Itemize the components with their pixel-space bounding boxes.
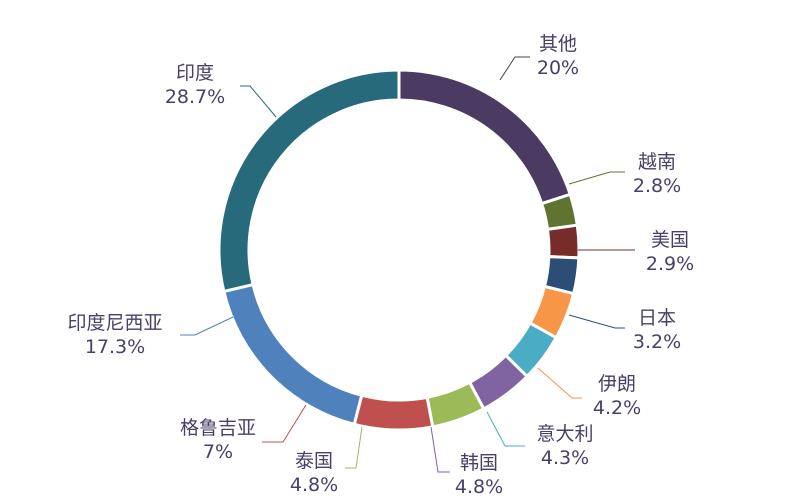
slice-2 [545, 223, 581, 260]
slice-percent-0: 20% [537, 57, 579, 79]
slice-label-7: 泰国 [295, 450, 333, 472]
slice-percent-8: 7% [203, 441, 233, 463]
donut-slices [217, 68, 581, 432]
slice-percent-7: 4.8% [290, 474, 338, 496]
slice-labels: 其他20%越南2.8%美国2.9%日本3.2%伊朗4.2%意大利4.3%韩国4.… [67, 33, 694, 498]
slice-10 [217, 68, 401, 294]
leader-line-9 [180, 316, 234, 336]
leader-line-4 [537, 367, 582, 399]
leader-line-8 [262, 404, 307, 443]
leader-line-1 [568, 171, 625, 185]
slice-percent-9: 17.3% [85, 336, 145, 358]
slice-label-8: 格鲁吉亚 [180, 417, 256, 439]
leader-line-7 [345, 426, 363, 469]
slice-label-10: 印度 [176, 62, 214, 84]
slice-percent-3: 3.2% [633, 331, 681, 353]
slice-9 [222, 282, 364, 427]
leader-line-0 [499, 56, 530, 81]
slice-label-2: 美国 [651, 229, 689, 251]
slice-percent-10: 28.7% [165, 86, 225, 108]
slice-label-0: 其他 [539, 33, 577, 55]
slice-percent-2: 2.9% [646, 253, 694, 275]
slice-8 [352, 393, 435, 432]
slice-label-4: 伊朗 [598, 373, 636, 395]
slice-label-5: 意大利 [536, 423, 593, 445]
leader-line-10 [240, 85, 277, 118]
leader-line-3 [568, 314, 625, 329]
leader-lines [180, 56, 635, 473]
slice-label-3: 日本 [638, 307, 676, 329]
leader-line-5 [486, 411, 525, 447]
slice-label-9: 印度尼西亚 [67, 312, 162, 334]
slice-percent-6: 4.8% [455, 476, 503, 498]
slice-percent-4: 4.2% [593, 397, 641, 419]
slice-label-1: 越南 [638, 151, 676, 173]
slice-0 [397, 68, 573, 206]
slice-label-6: 韩国 [460, 452, 498, 474]
slice-percent-5: 4.3% [541, 447, 589, 469]
leader-line-6 [430, 426, 450, 473]
slice-percent-1: 2.8% [633, 175, 681, 197]
